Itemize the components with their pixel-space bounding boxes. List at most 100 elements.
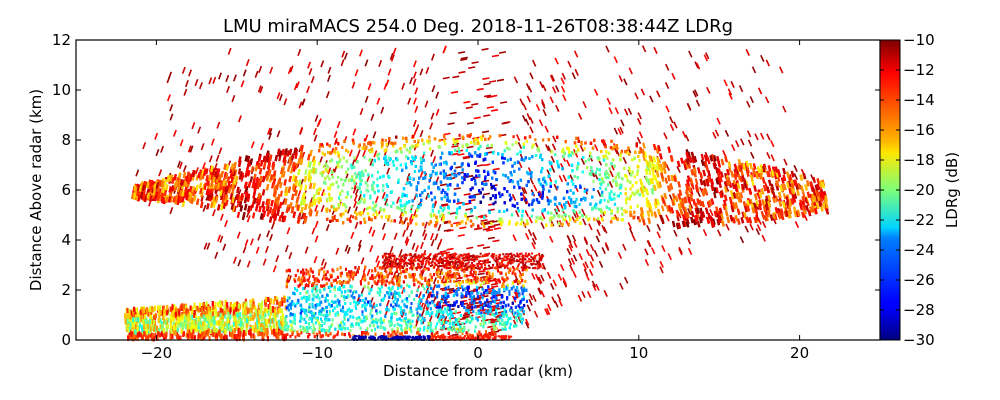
- ldr-cell: [318, 145, 321, 149]
- ldr-cell: [686, 102, 692, 110]
- ldr-cell: [374, 195, 379, 204]
- ldr-cell: [491, 318, 499, 321]
- ldr-cell: [578, 253, 584, 261]
- ldr-cell: [405, 217, 408, 221]
- ldr-cell: [514, 291, 520, 299]
- ldr-cell: [578, 203, 581, 206]
- ldr-cell: [527, 85, 533, 93]
- ldr-cell: [194, 78, 199, 87]
- ldr-cell: [683, 220, 688, 227]
- ldr-cell: [594, 144, 599, 152]
- ldr-cell: [623, 78, 628, 86]
- ldr-cell: [724, 129, 730, 137]
- ldr-cell: [794, 221, 800, 229]
- ldr-cell: [453, 187, 461, 190]
- ldr-cell: [471, 102, 479, 106]
- ldr-cell: [328, 177, 331, 181]
- ldr-cell: [484, 94, 492, 98]
- ldr-cell: [323, 192, 326, 196]
- ldr-cell: [429, 122, 434, 130]
- ldr-cell: [169, 207, 174, 215]
- ldr-cell: [275, 255, 280, 263]
- ldr-cell: [325, 224, 330, 232]
- ldr-cell: [477, 294, 485, 298]
- ldr-cell: [761, 234, 766, 242]
- ldr-cell: [470, 224, 473, 228]
- ldr-cell: [568, 244, 573, 252]
- ldr-cell: [413, 60, 417, 68]
- ldr-cell: [601, 224, 606, 232]
- ldr-cell: [371, 229, 376, 237]
- ldr-cell: [354, 210, 357, 214]
- ldr-cell: [745, 48, 750, 56]
- ldr-cell: [321, 189, 325, 197]
- ldr-cell: [350, 195, 353, 199]
- ldr-cell: [367, 83, 372, 91]
- ldr-cell: [327, 74, 331, 82]
- ldr-cell: [354, 221, 359, 229]
- ldr-cell: [399, 211, 404, 219]
- ldr-cell: [376, 177, 379, 181]
- ldr-cell: [571, 72, 577, 80]
- ldr-cell: [788, 200, 792, 208]
- ldr-cell: [576, 164, 579, 167]
- ldr-cell: [424, 100, 429, 108]
- ldr-cell: [540, 274, 545, 282]
- ldr-cell: [422, 229, 427, 237]
- ldr-cell: [348, 214, 353, 222]
- ldr-cell: [442, 161, 446, 165]
- ldr-cell: [269, 233, 274, 242]
- ldr-cell: [363, 155, 366, 159]
- ldr-cell: [568, 241, 574, 249]
- ldr-cell: [386, 167, 391, 175]
- ldr-cell: [160, 145, 165, 153]
- ldr-cell: [477, 272, 485, 276]
- ldr-cell: [382, 233, 387, 241]
- ldr-cell: [687, 208, 692, 216]
- ldr-cell: [257, 85, 262, 93]
- ldr-cell: [667, 253, 673, 261]
- ldr-cell: [463, 315, 471, 318]
- ldr-cell: [756, 192, 761, 200]
- ldr-cell: [233, 74, 237, 82]
- ldr-cell: [420, 241, 424, 250]
- ldr-cell: [381, 191, 386, 200]
- ldr-cell: [366, 268, 371, 277]
- ldr-cell: [208, 155, 213, 163]
- chart-title: LMU miraMACS 254.0 Deg. 2018-11-26T08:38…: [223, 16, 733, 37]
- ldr-cell: [205, 168, 209, 175]
- ldr-cell: [218, 72, 223, 80]
- ldr-cell: [443, 132, 451, 136]
- ldr-cell: [434, 233, 439, 241]
- ldr-cell: [511, 143, 514, 147]
- ldr-cell: [454, 137, 462, 141]
- ldr-cell: [351, 215, 355, 219]
- ldr-cell: [349, 219, 352, 223]
- ldr-cells: [124, 45, 829, 342]
- ldr-cell: [596, 218, 601, 226]
- ldr-cell: [638, 131, 644, 139]
- ldr-cell: [593, 88, 599, 96]
- ldr-cell: [404, 236, 409, 244]
- ldr-cell: [343, 52, 348, 60]
- ldr-cell: [628, 67, 633, 75]
- ldr-cell: [490, 221, 493, 225]
- ldr-cell: [457, 153, 465, 156]
- ldr-cell: [738, 85, 744, 93]
- ldr-cell: [287, 66, 292, 75]
- ldr-cell: [619, 282, 624, 290]
- ldr-cell: [754, 133, 759, 141]
- ldr-cell: [376, 170, 379, 174]
- ldr-cell: [430, 198, 434, 202]
- ldr-cell: [250, 166, 255, 173]
- ldr-cell: [518, 269, 523, 277]
- ldr-cell: [213, 163, 218, 171]
- ldr-cell: [392, 271, 397, 279]
- ldr-cell: [366, 184, 369, 188]
- ldr-cell: [516, 202, 519, 206]
- ldr-cell: [214, 251, 219, 259]
- ldr-cell: [741, 211, 745, 218]
- ldr-cell: [336, 120, 341, 129]
- ldr-cell: [391, 292, 396, 300]
- ldr-cell: [498, 51, 507, 54]
